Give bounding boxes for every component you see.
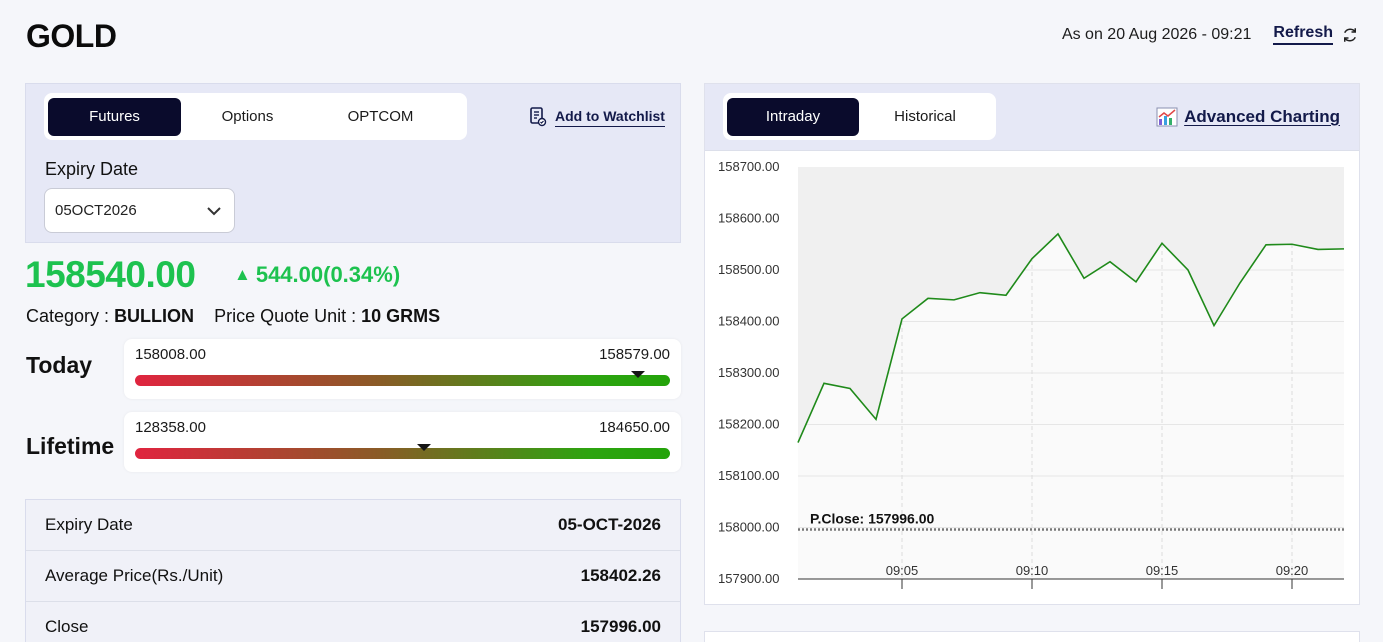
today-range-marker [631, 371, 645, 378]
y-tick-label: 158000.00 [718, 520, 779, 535]
lifetime-low: 128358.00 [135, 419, 206, 436]
expiry-date-label: Expiry Date [45, 159, 138, 180]
table-row: Expiry Date 05-OCT-2026 [26, 500, 680, 551]
y-tick-label: 158600.00 [718, 211, 779, 226]
tab-futures[interactable]: Futures [48, 98, 181, 136]
refresh-button[interactable]: Refresh [1273, 24, 1333, 45]
y-tick-label: 158500.00 [718, 262, 779, 277]
lifetime-range-label: Lifetime [26, 433, 114, 460]
tab-optcom[interactable]: OPTCOM [314, 98, 447, 136]
tab-options[interactable]: Options [181, 98, 314, 136]
today-range-label: Today [26, 352, 92, 379]
y-tick-label: 158700.00 [718, 159, 779, 174]
category-label: Category : [26, 306, 109, 326]
chart-panel: Intraday Historical Advanced Charting 15… [704, 83, 1360, 605]
instrument-panel: Futures Options OPTCOM Add to Watchlist … [25, 83, 681, 243]
detail-value: 158402.26 [581, 566, 661, 586]
category-value: BULLION [114, 306, 194, 326]
y-tick-label: 158200.00 [718, 417, 779, 432]
y-tick-label: 158300.00 [718, 365, 779, 380]
detail-label: Expiry Date [45, 515, 133, 535]
detail-value: 05-OCT-2026 [558, 515, 661, 535]
advanced-charting-link[interactable]: Advanced Charting [1156, 107, 1340, 127]
as-on-timestamp: As on 20 Aug 2026 - 09:21 [1062, 26, 1251, 44]
instrument-tabs: Futures Options OPTCOM [44, 93, 467, 140]
watchlist-icon [529, 107, 547, 127]
chart-icon [1156, 107, 1178, 127]
lifetime-range: 128358.00 184650.00 [124, 412, 681, 472]
table-row: Close 157996.00 [26, 602, 680, 642]
instrument-meta: Category : BULLION Price Quote Unit : 10… [26, 306, 440, 327]
up-arrow-icon: ▲ [234, 265, 251, 285]
page-title: GOLD [26, 18, 116, 55]
expiry-date-select[interactable]: 05OCT2026 [44, 188, 235, 233]
lifetime-range-bar [135, 448, 670, 459]
refresh-icon[interactable] [1341, 26, 1359, 44]
previous-close-label: P.Close: 157996.00 [810, 511, 934, 527]
x-tick-label: 09:10 [1016, 563, 1049, 578]
price-change: ▲ 544.00(0.34%) [234, 262, 400, 288]
x-tick-label: 09:20 [1276, 563, 1309, 578]
contract-details-table: Expiry Date 05-OCT-2026 Average Price(Rs… [25, 499, 681, 642]
lower-panel [704, 631, 1360, 642]
unit-value: 10 GRMS [361, 306, 440, 326]
detail-label: Close [45, 617, 88, 637]
lifetime-range-marker [417, 444, 431, 451]
table-row: Average Price(Rs./Unit) 158402.26 [26, 551, 680, 602]
today-range-bar [135, 375, 670, 386]
expiry-date-value: 05OCT2026 [55, 202, 137, 219]
chevron-down-icon [206, 206, 222, 216]
y-tick-label: 158100.00 [718, 468, 779, 483]
chart-header: Intraday Historical Advanced Charting [705, 84, 1359, 151]
add-to-watchlist-button[interactable]: Add to Watchlist [529, 107, 665, 127]
last-price: 158540.00 [25, 254, 195, 296]
advanced-charting-label: Advanced Charting [1184, 107, 1340, 127]
watchlist-label: Add to Watchlist [555, 108, 665, 127]
today-high: 158579.00 [599, 346, 670, 363]
tab-intraday[interactable]: Intraday [727, 98, 859, 136]
header-meta: As on 20 Aug 2026 - 09:21 Refresh [1062, 24, 1359, 45]
x-tick-label: 09:05 [886, 563, 919, 578]
price-change-value: 544.00(0.34%) [256, 262, 400, 288]
chart-tabs: Intraday Historical [723, 93, 996, 140]
unit-label: Price Quote Unit : [214, 306, 356, 326]
today-range: 158008.00 158579.00 [124, 339, 681, 399]
detail-value: 157996.00 [581, 617, 661, 637]
lifetime-high: 184650.00 [599, 419, 670, 436]
y-tick-label: 157900.00 [718, 571, 779, 586]
intraday-chart: 158700.00 158600.00 158500.00 158400.00 1583… [705, 151, 1359, 605]
tab-historical[interactable]: Historical [859, 98, 991, 136]
detail-label: Average Price(Rs./Unit) [45, 566, 223, 586]
today-low: 158008.00 [135, 346, 206, 363]
x-tick-label: 09:15 [1146, 563, 1179, 578]
y-tick-label: 158400.00 [718, 314, 779, 329]
